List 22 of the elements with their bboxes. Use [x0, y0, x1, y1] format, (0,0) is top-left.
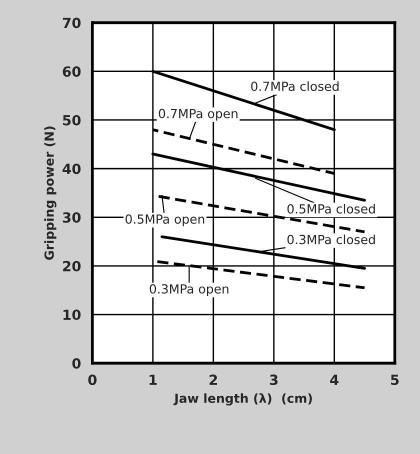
y-tick-label: 60 [62, 66, 81, 77]
x-tick-label: 2 [210, 374, 217, 385]
annotation: 0.3MPa open [150, 284, 228, 296]
y-tick-label: 50 [63, 114, 81, 126]
x-tick-label: 3 [270, 374, 278, 386]
y-tick-label: 10 [64, 310, 81, 320]
annotation: 0.5MPa open [126, 214, 204, 226]
x-axis-title: Jaw length (λ) (cm) [174, 393, 312, 406]
x-tick-label: 0 [88, 374, 97, 386]
annotation: 0.7MPa closed [251, 81, 339, 92]
y-tick-label: 20 [63, 260, 81, 272]
y-tick-label: 30 [62, 212, 81, 223]
y-tick-label: 70 [62, 18, 81, 28]
x-tick-label: 4 [330, 374, 339, 385]
annotation: 0.7MPa open [158, 108, 238, 121]
y-tick-label: 0 [72, 358, 81, 369]
y-axis-title: Gripping power (N) [44, 126, 56, 260]
x-tick-label: 1 [150, 374, 157, 385]
annotation: 0.3MPa closed [287, 234, 375, 244]
annotation: 0.5MPa closed [287, 204, 375, 214]
x-tick-label: 5 [391, 374, 399, 386]
y-tick-label: 40 [62, 164, 81, 174]
